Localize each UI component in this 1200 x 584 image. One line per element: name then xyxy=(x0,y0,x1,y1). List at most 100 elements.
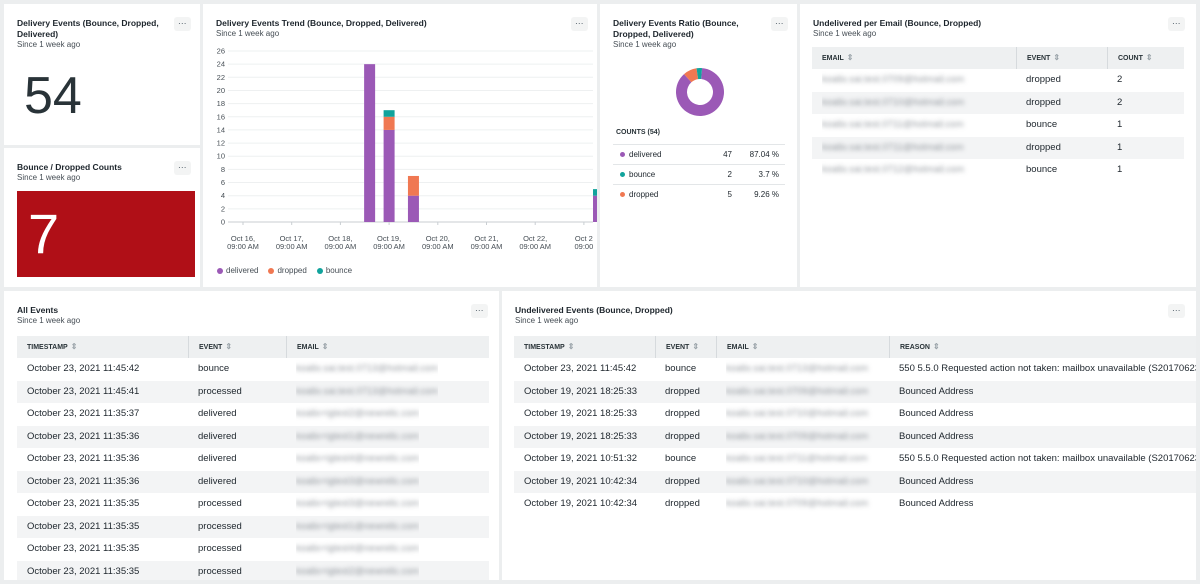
panel-subtitle: Since 1 week ago xyxy=(17,173,81,182)
x-tick-label: Oct 20, xyxy=(426,234,450,243)
table-row[interactable]: October 23, 2021 11:35:35 processed koalio… xyxy=(17,538,489,561)
table-row[interactable]: October 19, 2021 18:25:33 dropped koalio.s… xyxy=(514,403,1196,426)
table-row[interactable]: October 19, 2021 18:25:33 dropped koalio.s… xyxy=(514,425,1196,448)
table-row[interactable]: October 23, 2021 11:45:42 bounce koalio.sa… xyxy=(17,358,489,381)
column-header-email[interactable]: EMAIL ⇕ xyxy=(286,336,328,358)
table-row[interactable]: koalio.sai.test.0709@hotmail.com dropped 2 xyxy=(812,69,1184,92)
counts-row[interactable]: bounce 2 3.7 % xyxy=(613,164,785,184)
cell-count: 2 xyxy=(1117,74,1123,85)
bar-segment-bounce[interactable] xyxy=(593,189,597,196)
x-tick-label: Oct 17, xyxy=(280,234,304,243)
x-tick-label: Oct 16, xyxy=(231,234,255,243)
bar-segment-bounce[interactable] xyxy=(383,110,395,117)
column-header-count[interactable]: COUNT ⇕ xyxy=(1107,47,1153,69)
table-row[interactable]: October 23, 2021 11:45:42 bounce koalio.sa… xyxy=(514,358,1196,381)
cell-event: dropped xyxy=(665,430,700,442)
bar-segment-dropped[interactable] xyxy=(383,116,395,130)
table-row[interactable]: October 23, 2021 11:45:41 processed koalio… xyxy=(17,380,489,403)
bar-segment-dropped[interactable] xyxy=(407,175,419,196)
y-tick-label: 20 xyxy=(217,86,225,95)
column-header-email[interactable]: EMAIL ⇕ xyxy=(716,336,758,358)
table-row[interactable]: October 23, 2021 11:35:37 delivered koalio… xyxy=(17,403,489,426)
header-label: EMAIL xyxy=(297,344,319,351)
y-tick-label: 12 xyxy=(217,139,225,148)
table-row[interactable]: October 23, 2021 11:35:36 delivered koalio… xyxy=(17,425,489,448)
x-tick-label: 09:00 AM xyxy=(519,242,551,251)
table-row[interactable]: October 23, 2021 11:35:35 processed koalio… xyxy=(17,560,489,580)
y-tick-label: 22 xyxy=(217,73,225,82)
table-row[interactable]: koalio.sai.test.0712@hotmail.com bounce 1 xyxy=(812,159,1184,182)
donut-slice-bounce[interactable] xyxy=(696,68,703,80)
table-row[interactable]: October 19, 2021 10:42:34 dropped koalio.s… xyxy=(514,493,1196,516)
cell-reason: Bounced Address xyxy=(899,475,974,487)
column-header-email[interactable]: EMAIL ⇕ xyxy=(812,47,853,69)
x-tick-label: 09:00 xyxy=(575,242,594,251)
cell-timestamp: October 19, 2021 18:25:33 xyxy=(524,385,638,397)
counts-row[interactable]: delivered 47 87.04 % xyxy=(613,144,785,164)
panel-subtitle: Since 1 week ago xyxy=(613,40,677,49)
legend-item-bounce[interactable]: bounce xyxy=(316,266,353,275)
legend-item-delivered[interactable]: delivered xyxy=(217,266,258,275)
table-row[interactable]: October 23, 2021 11:35:36 delivered koalio… xyxy=(17,448,489,471)
y-tick-label: 10 xyxy=(217,152,225,161)
cell-event: delivered xyxy=(198,430,237,442)
panel-all-events: All Events Since 1 week ago … TIMESTAMP ⇕… xyxy=(4,291,499,580)
panel-menu-button[interactable]: … xyxy=(1168,17,1185,31)
cell-timestamp: October 23, 2021 11:45:42 xyxy=(524,363,637,374)
sort-icon: ⇕ xyxy=(846,53,854,62)
cell-reason: 550 5.5.0 Requested action not taken: ma… xyxy=(899,363,1196,374)
bar-segment-delivered[interactable] xyxy=(593,195,597,222)
panel-menu-button[interactable]: … xyxy=(174,17,191,31)
table-row[interactable]: koalio.sai.test.0711@hotmail.com dropped 1 xyxy=(812,136,1184,159)
cell-event: delivered xyxy=(198,453,237,464)
cell-count: 2 xyxy=(1117,96,1123,108)
panel-menu-button[interactable]: … xyxy=(771,17,788,31)
x-tick-label: 09:00 AM xyxy=(422,242,454,251)
table-row[interactable]: October 19, 2021 18:25:33 dropped koalio.s… xyxy=(514,380,1196,403)
bar-segment-delivered[interactable] xyxy=(364,64,376,223)
counts-label: COUNTS (54) xyxy=(616,129,660,136)
table-row[interactable]: October 19, 2021 10:42:34 dropped koalio.s… xyxy=(514,470,1196,493)
table-row[interactable]: October 23, 2021 11:35:35 processed koalio… xyxy=(17,493,489,516)
column-header-reason[interactable]: REASON ⇕ xyxy=(889,336,940,358)
cell-email: koalio.sai.test.0710@hotmail.com xyxy=(726,408,869,419)
cell-event: bounce xyxy=(665,453,697,464)
undelivered-events-table: TIMESTAMP ⇕ EVENT ⇕ EMAIL ⇕ REASON ⇕ October 23,… xyxy=(514,336,1196,516)
bar-segment-delivered[interactable] xyxy=(407,195,419,222)
table-row[interactable]: October 23, 2021 11:35:36 delivered koalio… xyxy=(17,470,489,493)
critical-billboard: 7 xyxy=(17,191,195,277)
panel-subtitle: Since 1 week ago xyxy=(17,40,81,49)
ratio-donut-chart xyxy=(676,68,724,116)
cell-event: dropped xyxy=(1026,141,1061,153)
bar-segment-delivered[interactable] xyxy=(383,129,395,222)
column-header-event[interactable]: EVENT ⇕ xyxy=(188,336,232,358)
panel-menu-button[interactable]: … xyxy=(571,17,588,31)
donut-slice-delivered[interactable] xyxy=(676,68,724,116)
table-row[interactable]: koalio.sai.test.0710@hotmail.com dropped 2 xyxy=(812,91,1184,114)
delivered-swatch xyxy=(217,267,223,274)
billboard-value: 7 xyxy=(28,202,60,265)
header-label: EVENT xyxy=(199,344,223,351)
cell-timestamp: October 23, 2021 11:35:36 xyxy=(27,475,140,487)
counts-row[interactable]: dropped 5 9.26 % xyxy=(613,184,785,204)
panel-menu-button[interactable]: … xyxy=(1168,304,1185,318)
x-tick-label: 09:00 AM xyxy=(325,242,357,251)
cell-event: dropped xyxy=(665,408,700,419)
cell-email: koalio.sai.test.0709@hotmail.com xyxy=(726,385,869,397)
cell-email: koalio+igtest4@newrelic.com xyxy=(296,543,420,554)
panel-menu-button[interactable]: … xyxy=(174,161,191,175)
column-header-event[interactable]: EVENT ⇕ xyxy=(1016,47,1060,69)
table-row[interactable]: October 23, 2021 11:35:35 processed koalio… xyxy=(17,515,489,538)
cell-reason: Bounced Address xyxy=(899,408,974,419)
column-header-timestamp[interactable]: TIMESTAMP ⇕ xyxy=(17,336,77,358)
donut-slice-dropped[interactable] xyxy=(684,68,699,83)
cell-event: processed xyxy=(198,543,242,554)
column-header-timestamp[interactable]: TIMESTAMP ⇕ xyxy=(514,336,574,358)
cell-event: processed xyxy=(198,385,242,397)
table-row[interactable]: October 19, 2021 10:51:32 bounce koalio.sa… xyxy=(514,448,1196,471)
column-header-event[interactable]: EVENT ⇕ xyxy=(655,336,699,358)
legend-item-dropped[interactable]: dropped xyxy=(268,266,307,275)
table-row[interactable]: koalio.sai.test.0711@hotmail.com bounce 1 xyxy=(812,114,1184,137)
legend-label: bounce xyxy=(325,266,353,275)
panel-menu-button[interactable]: … xyxy=(471,304,488,318)
